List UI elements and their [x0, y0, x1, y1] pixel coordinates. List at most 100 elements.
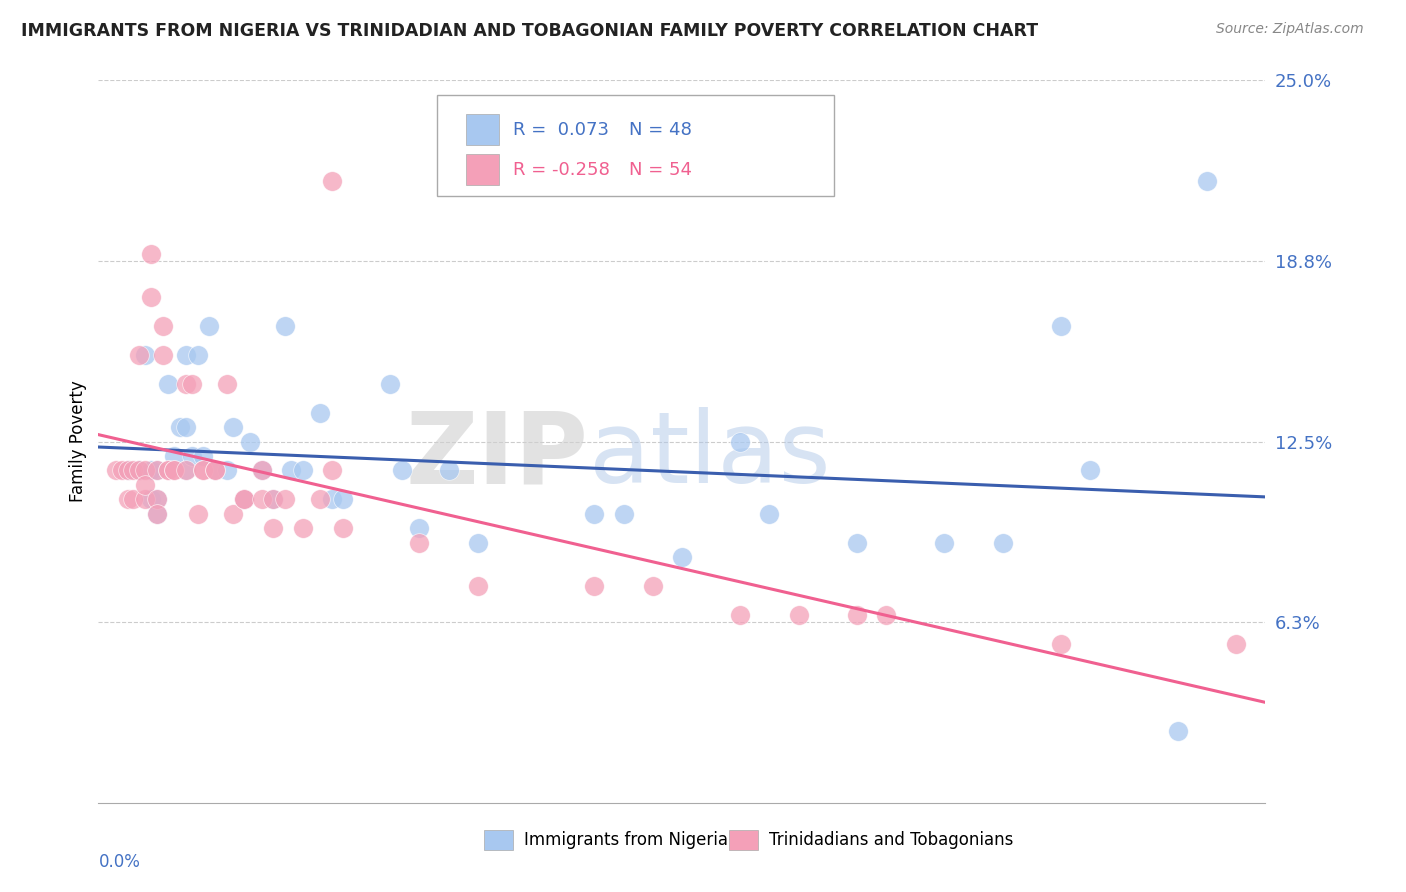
- Point: [1225, 637, 1247, 651]
- Point: [391, 463, 413, 477]
- Point: [134, 478, 156, 492]
- Point: [204, 463, 226, 477]
- Point: [730, 434, 752, 449]
- Point: [180, 376, 202, 391]
- Point: [583, 507, 606, 521]
- Point: [233, 492, 256, 507]
- Point: [163, 449, 186, 463]
- Point: [146, 507, 169, 521]
- Text: ZIP: ZIP: [406, 408, 589, 505]
- Point: [233, 492, 256, 507]
- Point: [157, 463, 180, 477]
- Point: [193, 449, 215, 463]
- Point: [139, 290, 162, 304]
- Point: [117, 463, 139, 477]
- Point: [204, 463, 226, 477]
- Bar: [465, 114, 499, 145]
- Point: [174, 420, 197, 434]
- Point: [163, 463, 186, 477]
- Point: [174, 376, 197, 391]
- Point: [152, 348, 174, 362]
- Point: [321, 463, 343, 477]
- Point: [262, 492, 284, 507]
- Point: [233, 492, 256, 507]
- Point: [204, 463, 226, 477]
- Text: Trinidadians and Tobagonians: Trinidadians and Tobagonians: [769, 830, 1014, 848]
- Point: [187, 348, 209, 362]
- Point: [169, 420, 191, 434]
- Point: [321, 174, 343, 188]
- Point: [193, 463, 215, 477]
- Text: IMMIGRANTS FROM NIGERIA VS TRINIDADIAN AND TOBAGONIAN FAMILY POVERTY CORRELATION: IMMIGRANTS FROM NIGERIA VS TRINIDADIAN A…: [21, 22, 1038, 40]
- Point: [280, 463, 302, 477]
- Point: [122, 492, 145, 507]
- Point: [187, 507, 209, 521]
- Point: [274, 492, 297, 507]
- Point: [180, 449, 202, 463]
- Point: [117, 463, 139, 477]
- Point: [146, 463, 169, 477]
- Point: [215, 463, 238, 477]
- Point: [291, 521, 314, 535]
- Point: [408, 521, 430, 535]
- Point: [262, 492, 284, 507]
- Point: [291, 463, 314, 477]
- Point: [193, 463, 215, 477]
- Point: [174, 463, 197, 477]
- Point: [198, 318, 221, 333]
- Point: [730, 607, 752, 622]
- Bar: [728, 830, 758, 850]
- Point: [134, 492, 156, 507]
- Point: [787, 607, 810, 622]
- Point: [146, 507, 169, 521]
- Point: [104, 463, 127, 477]
- Point: [250, 463, 273, 477]
- Point: [157, 463, 180, 477]
- Point: [134, 348, 156, 362]
- Point: [641, 579, 664, 593]
- Point: [408, 535, 430, 549]
- Point: [309, 492, 332, 507]
- Point: [128, 463, 150, 477]
- Point: [274, 318, 297, 333]
- Point: [215, 376, 238, 391]
- Point: [875, 607, 897, 622]
- Point: [846, 535, 869, 549]
- Point: [117, 492, 139, 507]
- Point: [1167, 723, 1189, 738]
- Text: N = 48: N = 48: [630, 120, 692, 138]
- Point: [934, 535, 956, 549]
- Text: Immigrants from Nigeria: Immigrants from Nigeria: [524, 830, 728, 848]
- Point: [612, 507, 634, 521]
- Point: [758, 507, 780, 521]
- Point: [128, 348, 150, 362]
- Point: [239, 434, 262, 449]
- Point: [1195, 174, 1218, 188]
- Point: [1050, 637, 1073, 651]
- Text: N = 54: N = 54: [630, 161, 692, 178]
- Point: [321, 492, 343, 507]
- Text: R =  0.073: R = 0.073: [513, 120, 609, 138]
- Text: Source: ZipAtlas.com: Source: ZipAtlas.com: [1216, 22, 1364, 37]
- Bar: [465, 154, 499, 186]
- Point: [1080, 463, 1102, 477]
- Point: [467, 535, 489, 549]
- Point: [332, 521, 354, 535]
- Point: [671, 550, 693, 565]
- Point: [146, 463, 169, 477]
- Y-axis label: Family Poverty: Family Poverty: [69, 381, 87, 502]
- Point: [139, 463, 162, 477]
- Point: [174, 463, 197, 477]
- Point: [128, 463, 150, 477]
- Point: [467, 579, 489, 593]
- Point: [221, 507, 243, 521]
- Point: [152, 318, 174, 333]
- Point: [332, 492, 354, 507]
- Point: [437, 463, 460, 477]
- Point: [583, 579, 606, 593]
- Point: [991, 535, 1014, 549]
- Point: [1050, 318, 1073, 333]
- FancyBboxPatch shape: [437, 95, 834, 196]
- Point: [134, 463, 156, 477]
- Point: [163, 463, 186, 477]
